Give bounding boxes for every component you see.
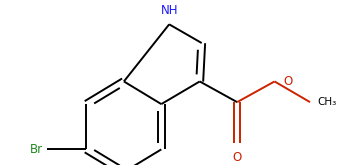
Text: CH₃: CH₃ — [317, 97, 336, 107]
Text: O: O — [284, 75, 293, 88]
Text: Br: Br — [30, 143, 43, 156]
Text: O: O — [233, 151, 242, 164]
Text: NH: NH — [160, 4, 178, 17]
